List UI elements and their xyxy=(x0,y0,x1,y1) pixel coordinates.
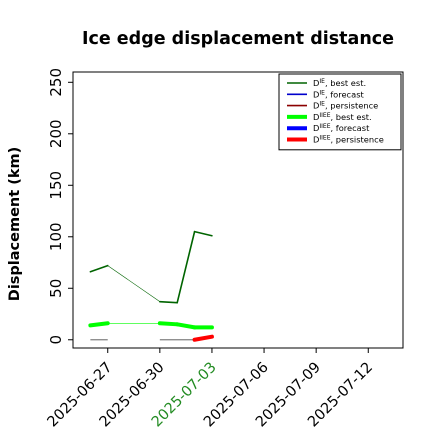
series-segment xyxy=(89,264,109,273)
chart-title: Ice edge displacement distance xyxy=(82,29,394,49)
series-d-ie-best-est xyxy=(89,230,213,304)
plot-frame xyxy=(72,71,404,349)
y-tick-label: 0 xyxy=(47,335,65,345)
legend: DIE, best est.DIE, forecast DIE, persiste… xyxy=(278,73,402,151)
series-lines xyxy=(88,230,214,342)
legend-label: DIIEE, persistence xyxy=(313,135,384,145)
series-segment xyxy=(88,321,110,328)
y-tick-label: 50 xyxy=(47,279,65,298)
legend-label: DIE, best est. xyxy=(313,78,366,88)
x-axis: 2025-06-272025-06-302025-07-032025-07-06… xyxy=(45,348,376,430)
series-segment xyxy=(192,334,214,342)
series-segment xyxy=(159,300,179,304)
y-tick-label: 150 xyxy=(47,171,65,200)
legend-label: DIE, forecast xyxy=(313,89,365,99)
y-axis-label: Displacement (km) xyxy=(7,147,23,301)
series-segment xyxy=(176,230,196,304)
y-tick-label: 250 xyxy=(47,68,65,97)
legend-label: DIIEE, best est. xyxy=(313,112,372,122)
y-tick-label: 100 xyxy=(47,222,65,251)
series-segment xyxy=(157,321,180,327)
legend-label: DIIEE, forecast xyxy=(313,123,370,133)
y-axis: 0 50 100 150 200 250 xyxy=(47,68,73,345)
y-tick-label: 200 xyxy=(47,119,65,148)
series-segment xyxy=(193,230,213,237)
series-d-iiee-persistence xyxy=(192,334,214,342)
legend-label: DIE, persistence xyxy=(313,101,378,111)
series-d-iiee-best-est xyxy=(88,321,214,330)
legend-box xyxy=(278,73,402,151)
series-segment xyxy=(175,322,197,330)
series-segment xyxy=(107,265,161,302)
